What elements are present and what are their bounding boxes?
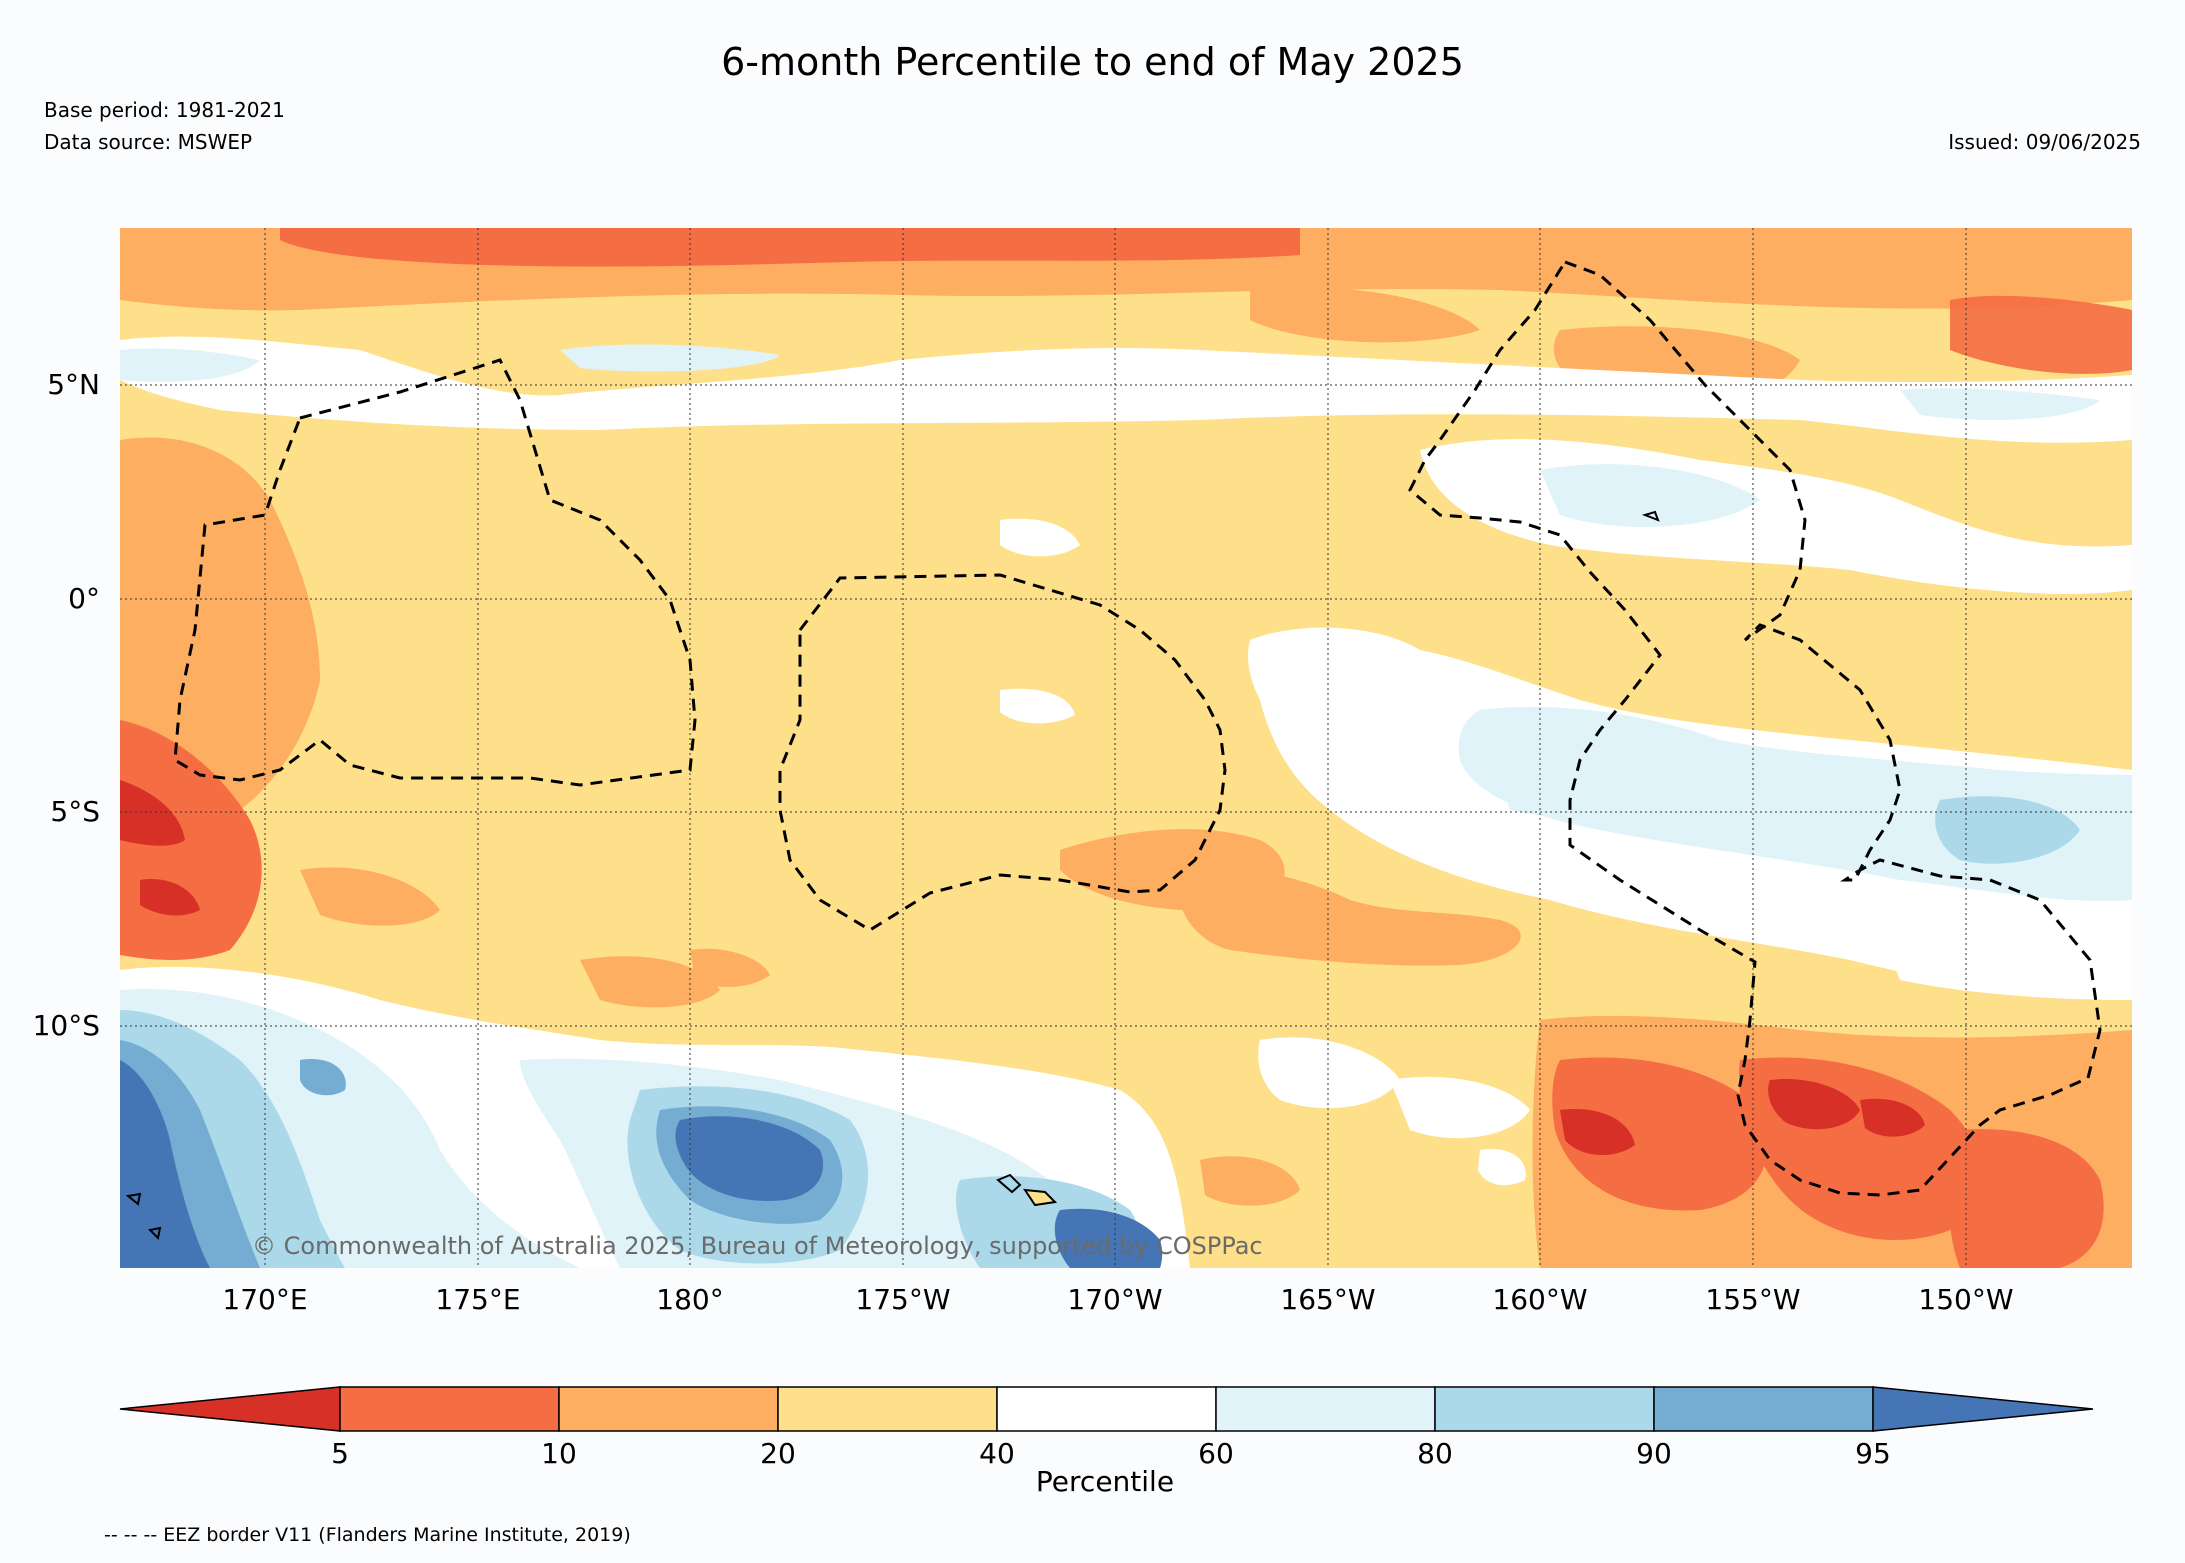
- colorbar-tick-80: 80: [1417, 1437, 1453, 1470]
- colorbar-tick-5: 5: [331, 1437, 349, 1470]
- colorbar-tick-90: 90: [1636, 1437, 1672, 1470]
- colorbar-bin-20-40: [777, 1386, 998, 1432]
- base-period: Base period: 1981-2021: [44, 98, 285, 122]
- lon-label-175e: 175°E: [435, 1283, 521, 1316]
- map-field: [120, 228, 2132, 1268]
- colorbar-bin-80-90: [1434, 1386, 1655, 1432]
- lat-label-5s: 5°S: [50, 795, 100, 828]
- lat-label-0: 0°: [68, 582, 100, 615]
- copyright-text: © Commonwealth of Australia 2025, Bureau…: [252, 1232, 1263, 1260]
- colorbar-tick-20: 20: [760, 1437, 796, 1470]
- lon-label-170w: 170°W: [1067, 1283, 1163, 1316]
- eez-borders: [173, 260, 2102, 1197]
- colorbar-under-triangle: [119, 1386, 341, 1432]
- colorbar-bin-60-80: [1215, 1386, 1436, 1432]
- colorbar-bin-90-95: [1653, 1386, 1874, 1432]
- colorbar-tick-40: 40: [979, 1437, 1015, 1470]
- lon-label-155w: 155°W: [1705, 1283, 1801, 1316]
- colorbar-over-triangle: [1872, 1386, 2094, 1432]
- eez-footnote: -- -- -- EEZ border V11 (Flanders Marine…: [104, 1524, 631, 1546]
- lon-label-150w: 150°W: [1918, 1283, 2014, 1316]
- colorbar-tick-60: 60: [1198, 1437, 1234, 1470]
- colorbar-bin-5-10: [339, 1386, 560, 1432]
- colorbar: [119, 1386, 2094, 1432]
- lat-label-5n: 5°N: [47, 368, 100, 401]
- lon-label-170e: 170°E: [222, 1283, 308, 1316]
- colorbar-tick-10: 10: [541, 1437, 577, 1470]
- lat-label-10s: 10°S: [32, 1009, 100, 1042]
- lon-label-175w: 175°W: [855, 1283, 951, 1316]
- lon-label-160w: 160°W: [1492, 1283, 1588, 1316]
- map-title: 6-month Percentile to end of May 2025: [721, 40, 1464, 84]
- data-source: Data source: MSWEP: [44, 130, 253, 154]
- colorbar-bin-10-20: [558, 1386, 779, 1432]
- lon-label-180: 180°: [656, 1283, 724, 1316]
- issued-date: Issued: 09/06/2025: [1948, 130, 2141, 154]
- colorbar-tick-95: 95: [1855, 1437, 1891, 1470]
- lon-label-165w: 165°W: [1280, 1283, 1376, 1316]
- colorbar-bin-40-60: [996, 1386, 1217, 1432]
- colorbar-label: Percentile: [1035, 1465, 1175, 1498]
